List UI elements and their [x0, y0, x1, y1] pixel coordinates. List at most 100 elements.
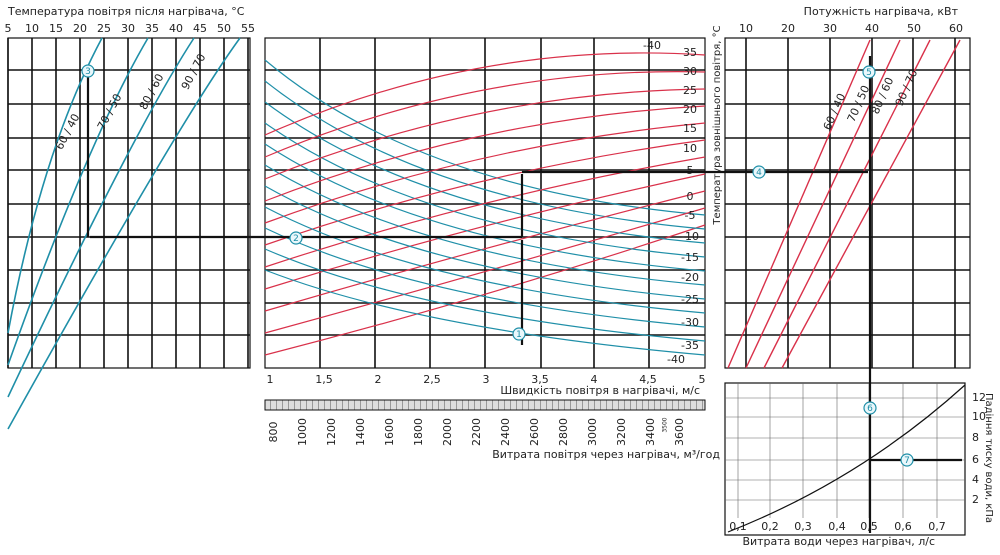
speed-tick-label: 3,5	[531, 373, 549, 386]
airflow-tick-label: 1000	[296, 418, 309, 446]
x-tick-label: 0,4	[828, 520, 846, 533]
y-tick-label: 4	[972, 473, 979, 486]
marker-label: 5	[866, 68, 872, 78]
marker-label: 4	[756, 168, 762, 178]
red-curve	[264, 190, 706, 312]
marker	[512, 327, 526, 341]
airflow-strip	[264, 399, 706, 411]
marker	[900, 453, 914, 467]
blue-curve	[264, 80, 706, 230]
x-tick-label: 50	[907, 22, 921, 35]
x-tick-label: 55	[241, 22, 255, 35]
curve-label: 60 / 40	[821, 91, 849, 132]
temperature-tick-label: -40	[643, 39, 661, 52]
temperature-tick-label: -25	[681, 293, 699, 306]
marker	[862, 65, 876, 79]
red-curve	[264, 71, 706, 158]
marker-label: 1	[516, 330, 522, 340]
airflow-label: Витрата повітря через нагрівач, м³/год	[492, 448, 720, 461]
red-curve	[264, 224, 706, 356]
speed-tick-label: 2,5	[423, 373, 441, 386]
temperature-tick-label: 15	[683, 122, 697, 135]
blue-curve	[264, 185, 706, 300]
marker	[289, 231, 303, 245]
speed-tick-label: 5	[699, 373, 706, 386]
marker-label: 6	[867, 404, 873, 414]
speed-tick-label: 1,5	[315, 373, 333, 386]
speed-tick-label: 3	[483, 373, 490, 386]
temperature-tick-label: 20	[683, 103, 697, 116]
speed-label: Швидкість повітря в нагрівачі, м/с	[500, 384, 700, 397]
x-tick-label: 20	[781, 22, 795, 35]
curve	[7, 37, 241, 430]
x-tick-label: 40	[169, 22, 183, 35]
temperature-tick-label: -30	[681, 316, 699, 329]
x-tick-label: 10	[25, 22, 39, 35]
temperature-tick-label: -5	[685, 209, 696, 222]
x-tick-label: 5	[5, 22, 12, 35]
water-flow-label: Витрата води через нагрівач, л/с	[742, 535, 935, 548]
airflow-tick-label: 2800	[557, 418, 570, 446]
blue-curve	[264, 59, 706, 216]
x-tick-label: 0,6	[894, 520, 912, 533]
outside-temp-label: Температура зовнішнього повітря, °C	[711, 25, 723, 225]
pressure-label: Падіння тиску води, кПа	[983, 393, 995, 523]
temperature-tick-label: -40	[667, 353, 685, 366]
x-tick-label: 45	[193, 22, 207, 35]
y-tick-label: 10	[972, 410, 986, 423]
curve	[7, 37, 149, 366]
airflow-tick-label: 800	[267, 422, 280, 443]
red-curve	[264, 207, 706, 334]
red-curve	[264, 88, 706, 180]
marker-label: 7	[904, 456, 910, 466]
temperature-tick-label: -10	[681, 230, 699, 243]
blue-curve	[264, 269, 706, 356]
red-line	[727, 39, 871, 369]
curve-label: 90 / 70	[893, 67, 921, 108]
x-tick-label: 30	[121, 22, 135, 35]
marker	[81, 64, 95, 78]
airflow-tick-label: 1800	[412, 418, 425, 446]
x-tick-label: 15	[49, 22, 63, 35]
blue-curve	[264, 206, 706, 314]
curve	[7, 37, 195, 398]
right-title: Потужність нагрівача, кВт	[804, 5, 959, 18]
x-tick-label: 35	[145, 22, 159, 35]
blue-curve	[264, 164, 706, 286]
blue-curve	[264, 248, 706, 342]
temperature-tick-label: 35	[683, 46, 697, 59]
red-curve	[264, 139, 706, 246]
airflow-tick-label: 1400	[354, 418, 367, 446]
temperature-tick-label: 5	[687, 164, 694, 177]
temperature-tick-label: 30	[683, 65, 697, 78]
airflow-tick-label: 2600	[528, 418, 541, 446]
marker	[863, 401, 877, 415]
speed-tick-label: 4,5	[639, 373, 657, 386]
blue-curve	[264, 143, 706, 272]
speed-tick-label: 2	[375, 373, 382, 386]
x-tick-label: 25	[97, 22, 111, 35]
red-curve	[264, 122, 706, 224]
marker-label: 2	[293, 234, 299, 244]
x-tick-label: 40	[865, 22, 879, 35]
left-title: Температура повітря після нагрівача, °C	[7, 5, 245, 18]
airflow-tick-label: 2000	[441, 418, 454, 446]
curve-label: 90 / 70	[179, 52, 209, 92]
frame	[7, 37, 251, 369]
red-curve	[264, 156, 706, 268]
airflow-tick-label: 3000	[586, 418, 599, 446]
y-tick-label: 12	[972, 391, 986, 404]
x-tick-label: 10	[739, 22, 753, 35]
airflow-tick-label: 3400	[644, 418, 657, 446]
temperature-tick-label: 0	[687, 190, 694, 203]
speed-tick-label: 4	[591, 373, 598, 386]
airflow-small-tick: 3500	[662, 417, 669, 432]
x-tick-label: 0,2	[761, 520, 779, 533]
temperature-tick-label: -20	[681, 271, 699, 284]
marker	[752, 165, 766, 179]
blue-curve	[264, 227, 706, 328]
x-tick-label: 50	[217, 22, 231, 35]
temperature-tick-label: -35	[681, 339, 699, 352]
airflow-tick-label: 2200	[470, 418, 483, 446]
red-line	[763, 39, 931, 369]
